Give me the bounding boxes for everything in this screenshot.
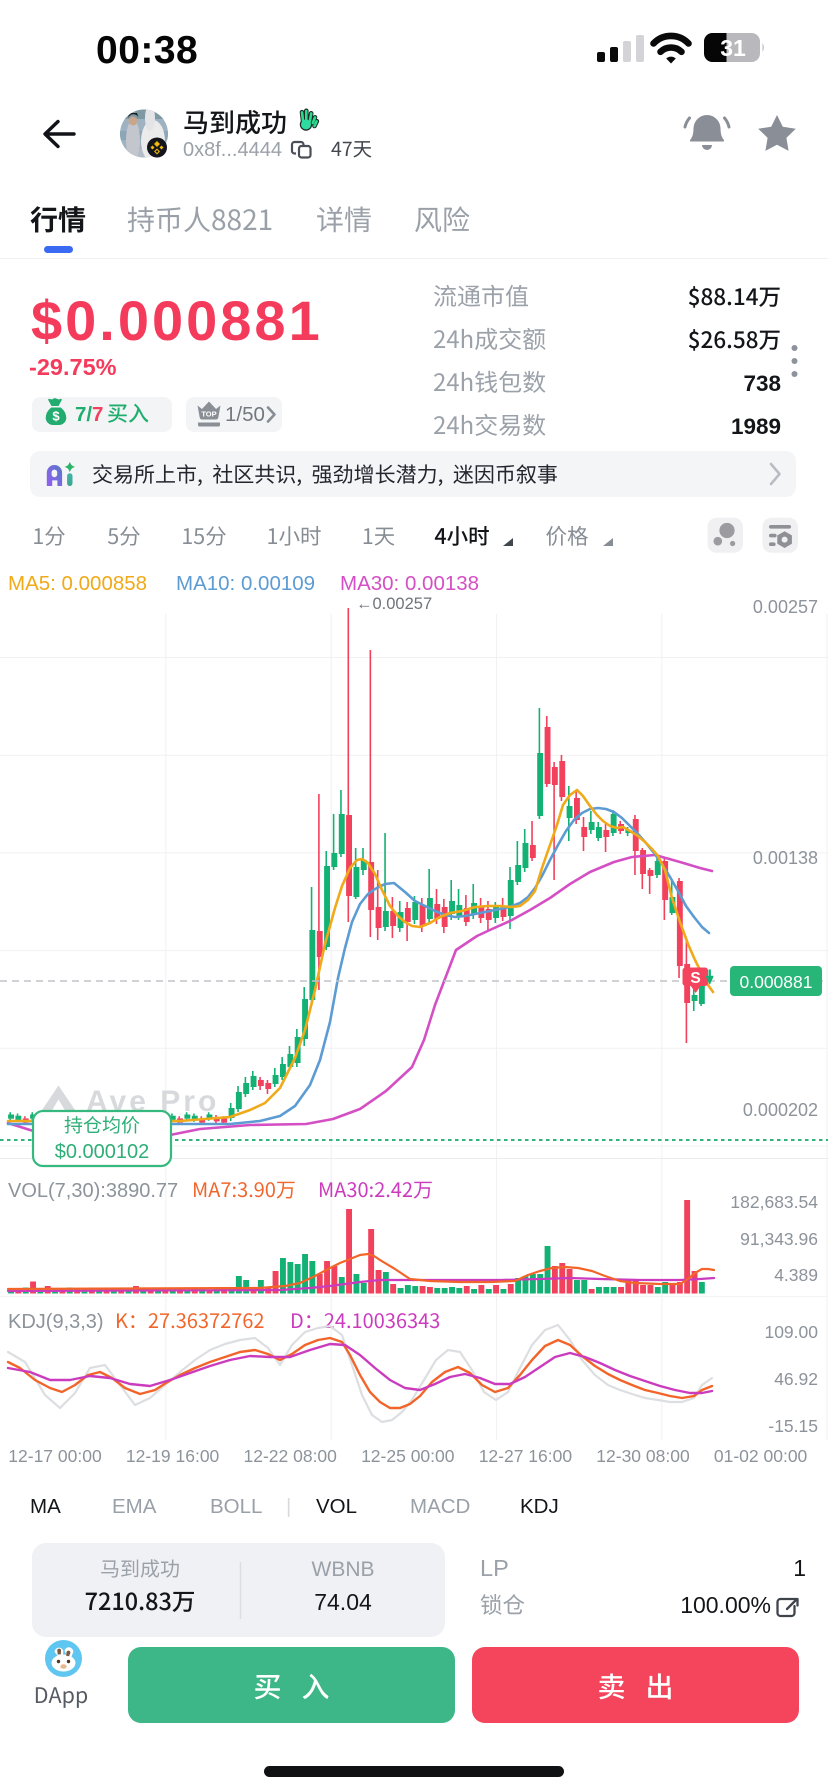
svg-text:7/: 7/ [75,403,92,426]
svg-text:-15.15: -15.15 [768,1416,818,1436]
svg-text:WBNB: WBNB [312,1558,375,1581]
svg-text:0.00257: 0.00257 [753,597,818,617]
svg-text:738: 738 [743,371,781,396]
svg-text:LP: LP [480,1555,509,1581]
svg-text:74.04: 74.04 [314,1589,372,1615]
svg-text:EMA: EMA [112,1495,157,1518]
svg-text:12-25 00:00: 12-25 00:00 [361,1446,455,1466]
svg-text:46.92: 46.92 [774,1369,818,1389]
svg-text:MACD: MACD [410,1495,470,1518]
svg-text:91,343.96: 91,343.96 [740,1229,818,1249]
svg-text:MA: MA [30,1495,61,1518]
svg-text:109.00: 109.00 [764,1322,818,1342]
svg-text:VOL(7,30):3890.77: VOL(7,30):3890.77 [8,1180,178,1202]
svg-text:0.00138: 0.00138 [753,848,818,868]
svg-text:1: 1 [793,1555,806,1581]
svg-text:7: 7 [92,403,103,426]
svg-text:BOLL: BOLL [210,1495,262,1518]
svg-text:$0.000881: $0.000881 [31,289,323,352]
svg-text:$0.000102: $0.000102 [55,1141,150,1163]
svg-text:100.00%: 100.00% [680,1592,771,1618]
svg-text:0.000202: 0.000202 [743,1100,818,1120]
svg-text:KDJ: KDJ [520,1495,559,1518]
svg-text:0.000881: 0.000881 [740,972,813,992]
svg-text:12-17 00:00: 12-17 00:00 [8,1446,102,1466]
svg-text:31: 31 [720,35,746,61]
svg-text:VOL: VOL [316,1495,357,1518]
svg-text:4.389: 4.389 [774,1265,818,1285]
svg-text:12-30 08:00: 12-30 08:00 [596,1446,690,1466]
svg-text:S: S [690,970,700,987]
svg-text:KDJ(9,3,3): KDJ(9,3,3) [8,1311,104,1333]
svg-text:0x8f...4444: 0x8f...4444 [183,139,282,161]
svg-text:-29.75%: -29.75% [29,354,117,380]
svg-text:MA5: 0.000858: MA5: 0.000858 [8,572,147,595]
svg-text:1/50: 1/50 [225,403,265,426]
svg-text:1989: 1989 [731,414,781,439]
svg-text:$: $ [52,409,60,424]
svg-text:12-27 16:00: 12-27 16:00 [479,1446,573,1466]
svg-text:←0.00257: ←0.00257 [356,595,432,613]
svg-text:12-19 16:00: 12-19 16:00 [126,1446,220,1466]
svg-text:|: | [286,1495,291,1518]
svg-text:182,683.54: 182,683.54 [730,1192,818,1212]
svg-text:00:38: 00:38 [96,29,198,72]
svg-text:MA10: 0.00109: MA10: 0.00109 [176,572,315,595]
svg-text:TOP: TOP [201,410,216,419]
svg-text:01-02 00:00: 01-02 00:00 [714,1446,808,1466]
svg-text:12-22 08:00: 12-22 08:00 [243,1446,337,1466]
svg-text:MA30: 0.00138: MA30: 0.00138 [340,572,479,595]
